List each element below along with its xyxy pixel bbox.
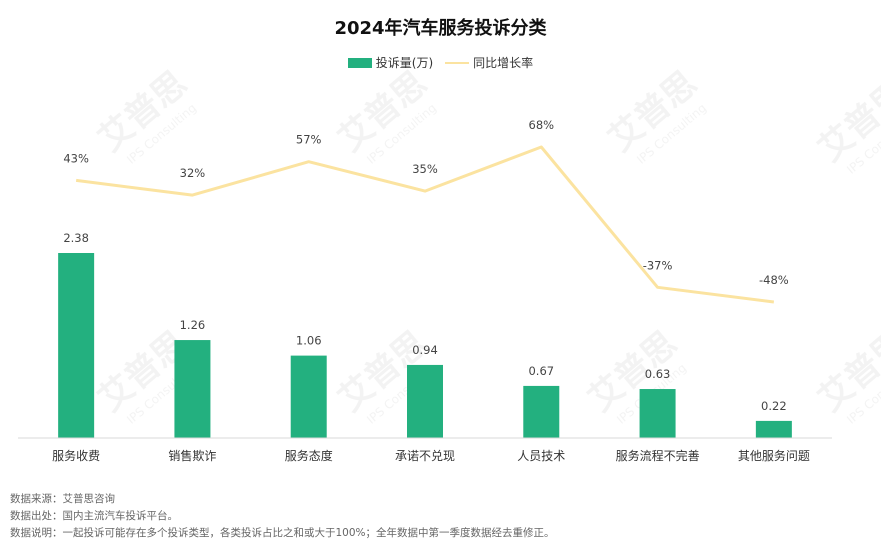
footer-origin: 数据出处：国内主流汽车投诉平台。	[10, 510, 178, 522]
line-series	[75, 145, 775, 304]
line-data-label: 32%	[180, 166, 206, 180]
legend-item-line[interactable]: 同比增长率	[445, 54, 533, 71]
bar-data-label: 0.67	[528, 364, 554, 378]
bar-data-labels: 2.38 1.26 1.06 0.94 0.67 0.63 0.22	[63, 231, 786, 413]
line-data-label: -37%	[643, 258, 673, 272]
legend-swatch-bar	[347, 57, 372, 68]
line-data-label: 57%	[296, 133, 322, 147]
line-data-label: 43%	[63, 151, 89, 165]
x-tick-label: 服务流程不完善	[616, 448, 700, 463]
legend-swatch-line	[445, 61, 470, 64]
bar[interactable]	[407, 364, 443, 438]
bar[interactable]	[523, 385, 560, 438]
bar-data-label: 1.26	[180, 318, 206, 332]
x-tick-label: 服务收费	[52, 448, 100, 463]
bar[interactable]	[58, 253, 95, 438]
bar-data-label: 0.63	[645, 367, 671, 381]
line-data-labels: 43% 32% 57% 35% 68% -37% -48%	[63, 118, 788, 287]
legend-item-bar[interactable]: 投诉量(万)	[347, 54, 434, 71]
footer-notes: 数据来源：艾普思咨询 数据出处：国内主流汽车投诉平台。 数据说明：一起投诉可能存…	[10, 491, 555, 542]
x-tick-label: 服务态度	[285, 448, 333, 463]
x-tick-label: 承诺不兑现	[395, 449, 455, 463]
x-tick-label: 销售欺诈	[168, 448, 216, 463]
bar-data-label: 2.38	[63, 231, 89, 245]
x-axis-tick-labels: 服务收费 销售欺诈 服务态度 承诺不兑现 人员技术 服务流程不完善 其他服务问题	[52, 448, 810, 463]
footer-note: 数据说明：一起投诉可能存在多个投诉类型，各类投诉占比之和或大于100%；全年数据…	[10, 527, 555, 539]
legend-label-bar: 投诉量(万)	[375, 56, 434, 70]
bar-data-label: 0.22	[761, 399, 787, 413]
line-data-label: 68%	[529, 118, 555, 132]
bar[interactable]	[174, 340, 211, 438]
bar-series	[58, 253, 792, 438]
line-data-label: 35%	[412, 162, 438, 176]
bar[interactable]	[639, 389, 676, 438]
bar-data-label: 0.94	[412, 343, 438, 357]
bar-data-label: 1.06	[296, 334, 322, 348]
bar[interactable]	[290, 355, 327, 438]
x-tick-label: 其他服务问题	[738, 448, 810, 463]
bar[interactable]	[755, 420, 792, 438]
line-data-label: -48%	[759, 273, 789, 287]
legend: 投诉量(万) 同比增长率	[0, 54, 881, 71]
footer-source: 数据来源：艾普思咨询	[10, 493, 115, 505]
x-tick-label: 人员技术	[517, 449, 565, 463]
chart-title: 2024年汽车服务投诉分类	[334, 18, 547, 39]
line-path[interactable]	[75, 145, 775, 304]
legend-label-line: 同比增长率	[473, 56, 534, 70]
